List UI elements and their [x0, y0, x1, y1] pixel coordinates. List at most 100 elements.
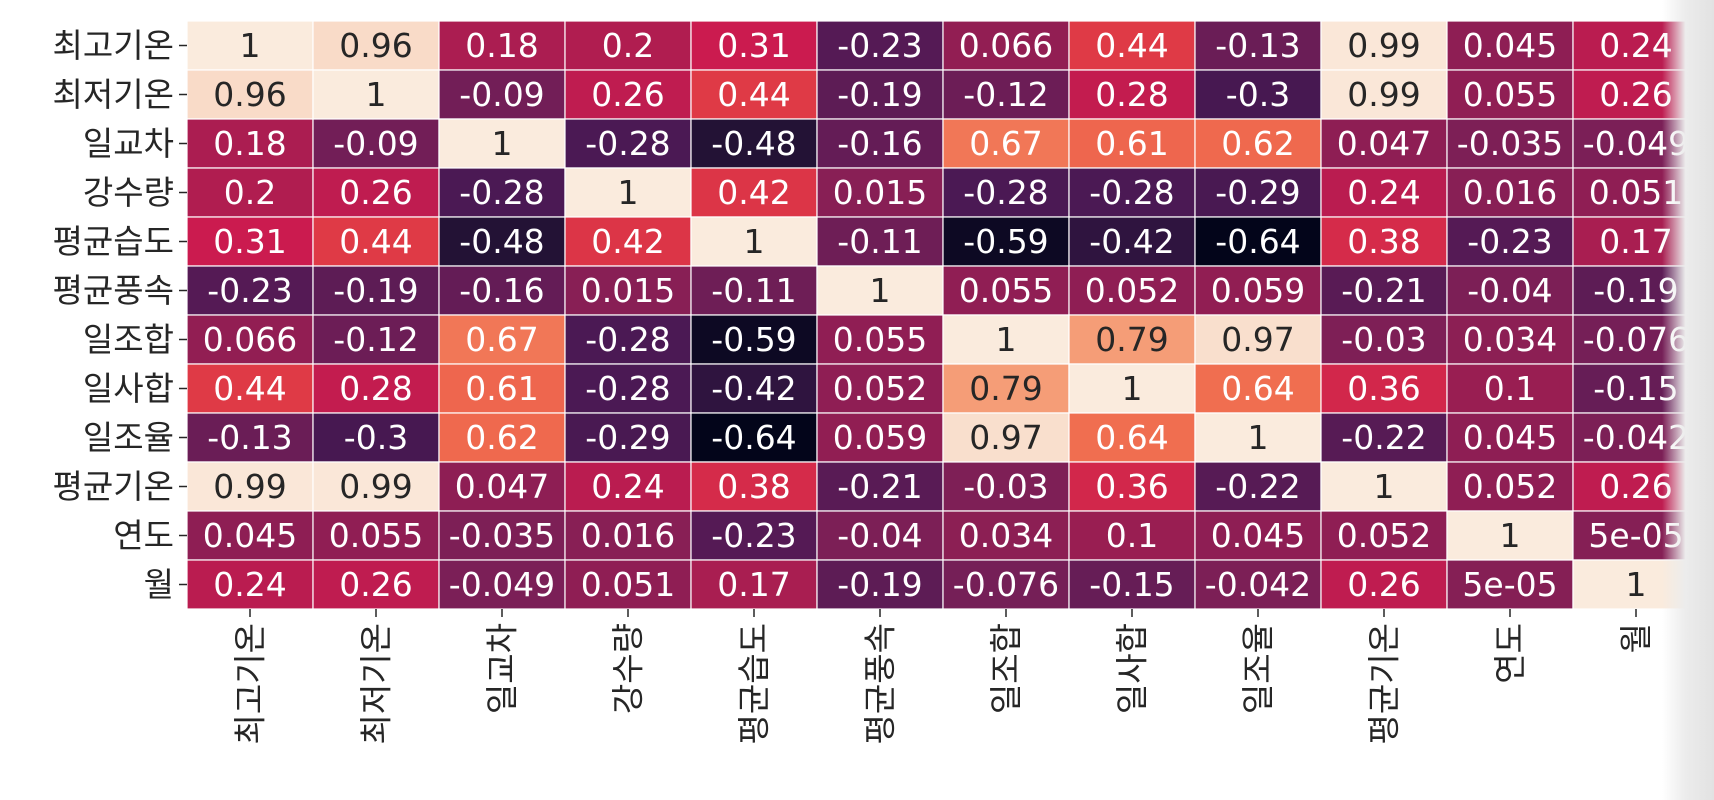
cell-value-label: 0.055: [959, 271, 1053, 310]
heatmap-cell: [312, 559, 440, 610]
heatmap-cell: [942, 314, 1070, 365]
heatmap-cell: [312, 216, 440, 267]
x-tick-label: 일조율: [1239, 623, 1278, 714]
cell-value-label: 5e-05: [1462, 565, 1557, 604]
cell-value-label: 0.2: [224, 173, 276, 212]
heatmap-cell: [1446, 167, 1574, 218]
y-tick-label: 강수량: [83, 173, 174, 212]
cell-value-label: 0.24: [1599, 26, 1672, 65]
heatmap-cell: [186, 216, 314, 267]
heatmap-cell: [186, 118, 314, 169]
cell-value-label: 0.26: [1599, 75, 1672, 114]
cell-value-label: -0.29: [585, 418, 670, 457]
heatmap-cell: [816, 314, 944, 365]
heatmap-cell: [312, 461, 440, 512]
cell-value-label: -0.11: [837, 222, 922, 261]
heatmap-cell: [816, 265, 944, 316]
heatmap-cell: [690, 363, 818, 414]
heatmap-cell: [942, 412, 1070, 463]
cell-value-label: -0.16: [459, 271, 544, 310]
cell-value-label: 1: [240, 26, 261, 65]
cell-value-label: 0.059: [1211, 271, 1305, 310]
heatmap-cell: [816, 216, 944, 267]
cell-value-label: -0.04: [837, 516, 922, 555]
heatmap-cell: [438, 412, 566, 463]
cell-value-label: 1: [1626, 565, 1647, 604]
cell-value-label: -0.21: [1341, 271, 1426, 310]
heatmap-cell: [1068, 69, 1196, 120]
cell-value-label: 1: [366, 75, 387, 114]
y-tick-label: 최저기온: [53, 75, 174, 114]
heatmap-cell: [1068, 216, 1196, 267]
heatmap-cell: [564, 167, 692, 218]
heatmap-cell: [186, 167, 314, 218]
cell-value-label: 0.28: [1095, 75, 1168, 114]
cell-value-label: 0.28: [339, 369, 412, 408]
cell-value-label: -0.049: [449, 565, 555, 604]
cell-value-label: 0.31: [213, 222, 286, 261]
right-edge-shade: [1662, 0, 1714, 800]
cell-value-label: 0.1: [1484, 369, 1536, 408]
heatmap-cell: [1446, 510, 1574, 561]
cell-value-label: 0.17: [717, 565, 790, 604]
cell-value-label: -0.19: [333, 271, 418, 310]
cell-value-label: 1: [1248, 418, 1269, 457]
heatmap-annotations: 1 0.96 0.18 0.2 0.31 -0.23 0.066 0.44 -0.13 0.99 0…: [203, 26, 1689, 604]
cell-value-label: 0.051: [581, 565, 675, 604]
cell-value-label: 0.38: [717, 467, 790, 506]
heatmap-cell: [1068, 510, 1196, 561]
y-tick-label: 일조합: [83, 320, 174, 359]
cell-value-label: 0.62: [465, 418, 538, 457]
y-tick-label: 일사합: [83, 369, 174, 408]
heatmap-cell: [186, 265, 314, 316]
cell-value-label: -0.04: [1467, 271, 1552, 310]
cell-value-label: 1: [492, 124, 513, 163]
x-tick-label: 연도: [1491, 623, 1530, 684]
cell-value-label: 0.24: [591, 467, 664, 506]
heatmap-cell: [1320, 265, 1448, 316]
x-tick-label: 월: [1617, 623, 1656, 653]
heatmap-cell: [1068, 265, 1196, 316]
x-tick-label: 평균기온: [1365, 623, 1404, 744]
cell-value-label: 0.26: [1599, 467, 1672, 506]
cell-value-label: -0.13: [1215, 26, 1300, 65]
cell-value-label: 0.18: [465, 26, 538, 65]
heatmap-cell: [690, 118, 818, 169]
cell-value-label: 0.99: [339, 467, 412, 506]
y-tick-label: 평균풍속: [53, 271, 174, 310]
y-tick-label: 일교차: [83, 124, 174, 163]
cell-value-label: 0.17: [1599, 222, 1672, 261]
heatmap-cell: [438, 314, 566, 365]
cell-value-label: 1: [870, 271, 891, 310]
heatmap-cell: [942, 363, 1070, 414]
cell-value-label: 0.034: [1463, 320, 1557, 359]
heatmap-cell: [1320, 314, 1448, 365]
heatmap-cell: [1320, 167, 1448, 218]
cell-value-label: 1: [618, 173, 639, 212]
heatmap-cell: [312, 510, 440, 561]
y-tick-label: 평균기온: [53, 467, 174, 506]
heatmap-cell: [942, 167, 1070, 218]
x-tick-label: 강수량: [609, 623, 648, 714]
cell-value-label: -0.3: [344, 418, 408, 457]
cell-value-label: -0.16: [837, 124, 922, 163]
cell-value-label: -0.12: [963, 75, 1048, 114]
cell-value-label: -0.42: [1089, 222, 1174, 261]
cell-value-label: -0.042: [1205, 565, 1311, 604]
cell-value-label: 0.26: [339, 565, 412, 604]
cell-value-label: 0.055: [329, 516, 423, 555]
heatmap-cell: [1068, 412, 1196, 463]
cell-value-label: 0.44: [339, 222, 412, 261]
cell-value-label: -0.21: [837, 467, 922, 506]
cell-value-label: 0.36: [1095, 467, 1168, 506]
cell-value-label: -0.28: [585, 320, 670, 359]
heatmap-cell: [816, 412, 944, 463]
cell-value-label: 1: [1122, 369, 1143, 408]
heatmap-cell: [1194, 510, 1322, 561]
heatmap-cell: [942, 216, 1070, 267]
cell-value-label: 0.055: [833, 320, 927, 359]
heatmap-cell: [1320, 461, 1448, 512]
heatmap-cell: [438, 118, 566, 169]
